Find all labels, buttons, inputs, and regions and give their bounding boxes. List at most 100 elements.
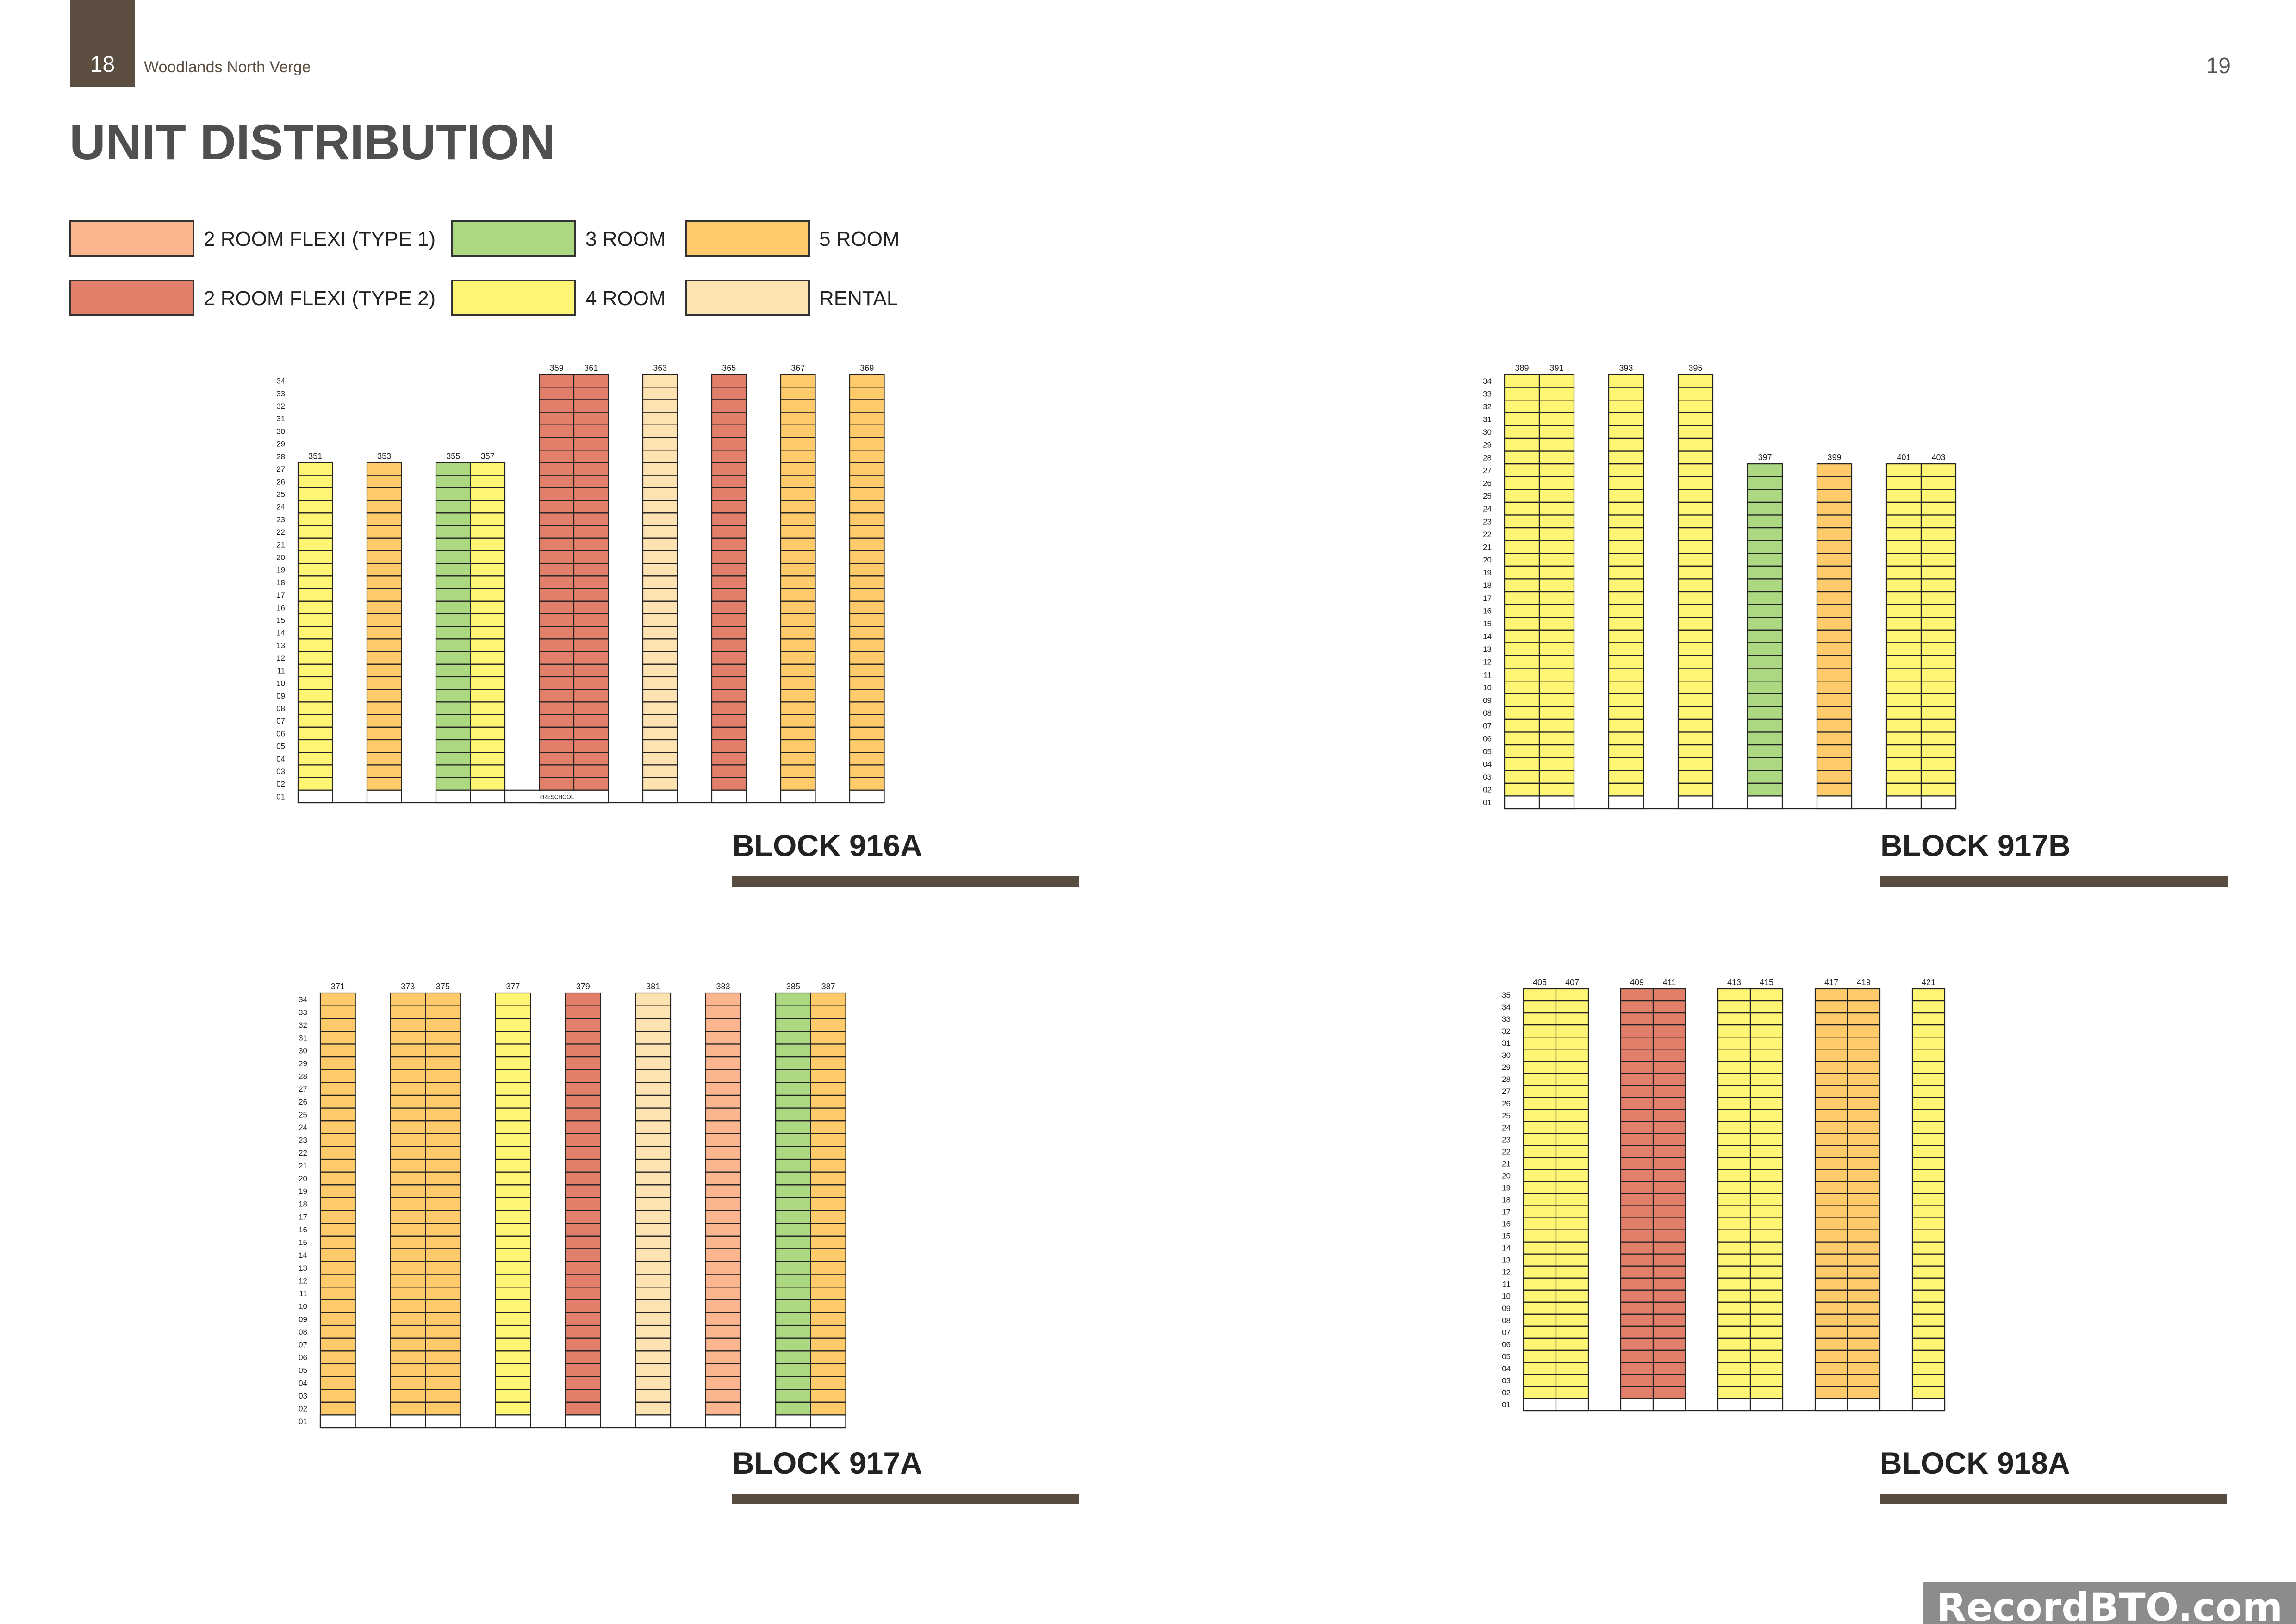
unit-stack: 361 bbox=[573, 363, 609, 804]
floor-label: 11 bbox=[1483, 670, 1492, 679]
floor-label: 15 bbox=[1502, 1232, 1511, 1241]
unit-stack-fill bbox=[390, 993, 426, 1415]
floor-label: 08 bbox=[276, 704, 285, 713]
block-plan: 405 407 409 411 413 415 417 419 421 01 02 03 04 05 06 0… bbox=[1502, 978, 1946, 1412]
unit-stack-fill bbox=[635, 993, 671, 1415]
unit-stack-fill bbox=[1609, 375, 1643, 796]
floor-label: 23 bbox=[276, 515, 285, 524]
ground-floor-cell bbox=[705, 1414, 741, 1429]
ground-floor-cell bbox=[297, 789, 333, 804]
floor-label: 09 bbox=[299, 1315, 307, 1324]
ground-floor-cell bbox=[390, 1414, 426, 1429]
floor-label: 05 bbox=[276, 742, 285, 751]
floor-label: 31 bbox=[1502, 1039, 1511, 1048]
unit-number-label: 369 bbox=[860, 363, 874, 373]
floor-label: 01 bbox=[299, 1417, 307, 1426]
legend-label: 3 ROOM bbox=[585, 228, 666, 250]
ground-floor-cell bbox=[810, 1414, 846, 1429]
unit-stack-fill bbox=[1539, 375, 1574, 796]
unit-number-label: 375 bbox=[436, 982, 450, 991]
floor-label: 03 bbox=[299, 1392, 307, 1400]
legend-swatch bbox=[69, 280, 194, 316]
floor-label: 12 bbox=[1502, 1268, 1511, 1277]
unit-number-label: 397 bbox=[1758, 453, 1772, 462]
ground-floor-cell bbox=[1847, 1398, 1881, 1412]
block-plan: 351 353 355 357 359 361 363 365 367 369 PRESCHOOL 0… bbox=[276, 363, 885, 804]
floor-label: 01 bbox=[276, 792, 285, 801]
unit-stack: 387 bbox=[810, 982, 846, 1429]
floor-label: 04 bbox=[1483, 760, 1492, 768]
ground-floor-cell bbox=[711, 789, 747, 804]
unit-cell bbox=[1920, 463, 1957, 477]
floor-label: 31 bbox=[299, 1034, 307, 1043]
ground-floor-cell bbox=[1816, 795, 1853, 810]
legend-swatch bbox=[451, 220, 576, 257]
unit-stack: 359 bbox=[539, 363, 575, 804]
floor-label: 30 bbox=[1483, 428, 1492, 437]
ground-floor-cell bbox=[1608, 795, 1644, 810]
unit-stack-fill bbox=[574, 375, 609, 790]
floor-label: 22 bbox=[1502, 1147, 1511, 1156]
unit-stack: 363 bbox=[642, 363, 678, 804]
floor-label: 24 bbox=[1483, 505, 1492, 513]
unit-number-label: 371 bbox=[331, 982, 345, 991]
floor-label: 08 bbox=[1502, 1316, 1511, 1325]
unit-cell bbox=[705, 992, 741, 1006]
unit-number-label: 367 bbox=[791, 363, 805, 373]
unit-stack: 397 bbox=[1747, 453, 1783, 810]
ground-floor-cell bbox=[1920, 795, 1957, 810]
floor-label: 10 bbox=[1483, 683, 1492, 692]
ground-floor-cell bbox=[1885, 795, 1922, 810]
block-underline bbox=[1880, 1494, 2227, 1504]
floor-label: 04 bbox=[299, 1379, 307, 1387]
floor-label: 24 bbox=[1502, 1123, 1511, 1132]
floor-label: 33 bbox=[1483, 389, 1492, 398]
floor-label: 24 bbox=[299, 1123, 307, 1132]
floor-label: 28 bbox=[1502, 1075, 1511, 1084]
floor-label: 18 bbox=[299, 1200, 307, 1209]
unit-number-label: 353 bbox=[377, 451, 391, 461]
floor-label: 07 bbox=[1502, 1328, 1511, 1337]
unit-cell bbox=[635, 992, 672, 1006]
unit-number-label: 415 bbox=[1760, 978, 1773, 987]
floor-label: 22 bbox=[276, 528, 285, 537]
unit-cell bbox=[319, 992, 356, 1006]
unit-number-label: 403 bbox=[1931, 453, 1945, 462]
floor-label: 34 bbox=[1483, 377, 1492, 386]
floor-label: 13 bbox=[299, 1264, 307, 1273]
unit-stack: 375 bbox=[424, 982, 461, 1429]
unit-stack: 399 bbox=[1816, 453, 1853, 810]
floor-label: 05 bbox=[299, 1366, 307, 1375]
unit-stack: 413 bbox=[1717, 978, 1751, 1412]
unit-number-label: 395 bbox=[1688, 363, 1702, 373]
ground-floor-cell bbox=[1814, 1398, 1848, 1412]
unit-cell bbox=[810, 992, 846, 1006]
unit-stack-fill bbox=[781, 375, 815, 790]
floor-label: 30 bbox=[276, 427, 285, 436]
floor-label: 14 bbox=[276, 629, 285, 637]
floor-label: 32 bbox=[1502, 1027, 1511, 1036]
preschool-label: PRESCHOOL bbox=[539, 793, 574, 800]
floor-label: 08 bbox=[299, 1328, 307, 1337]
floor-label: 09 bbox=[276, 692, 285, 700]
unit-cell bbox=[1847, 988, 1881, 1002]
unit-cell bbox=[424, 992, 461, 1006]
floor-label: 19 bbox=[1502, 1183, 1511, 1192]
ground-floor-cell bbox=[1555, 1398, 1589, 1412]
floor-label: 17 bbox=[299, 1212, 307, 1221]
unit-number-label: 411 bbox=[1663, 978, 1676, 987]
unit-stack-fill bbox=[1678, 375, 1713, 796]
unit-number-label: 399 bbox=[1827, 453, 1841, 462]
unit-number-label: 419 bbox=[1857, 978, 1871, 987]
block-underline bbox=[1880, 876, 2228, 887]
ground-floor-cell bbox=[1504, 795, 1540, 810]
floor-label: 26 bbox=[276, 477, 285, 486]
unit-cell bbox=[366, 462, 402, 476]
floor-label: 10 bbox=[299, 1302, 307, 1311]
floor-label: 06 bbox=[299, 1353, 307, 1362]
unit-stack-fill bbox=[539, 375, 574, 790]
unit-stack: 355 bbox=[435, 451, 471, 804]
legend-swatch bbox=[69, 220, 194, 257]
document-title: Woodlands North Verge bbox=[144, 58, 311, 76]
